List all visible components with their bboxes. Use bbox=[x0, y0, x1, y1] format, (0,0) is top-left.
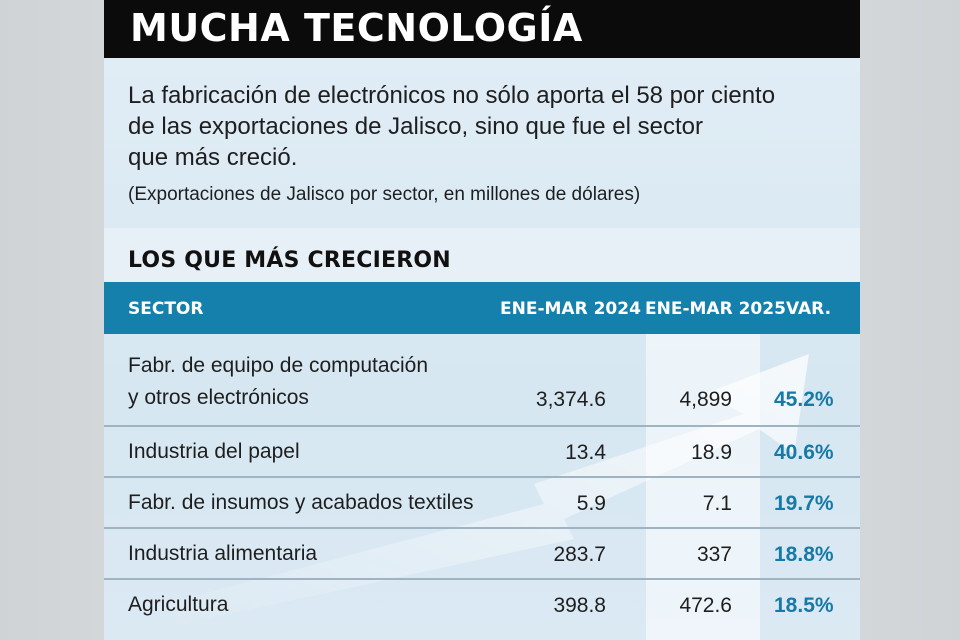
sector-name: Fabr. de equipo de computación y otros e… bbox=[128, 350, 428, 414]
intro-line: La fabricación de electrónicos no sólo a… bbox=[128, 82, 776, 109]
sector-line: Fabr. de equipo de computación bbox=[128, 354, 429, 377]
value-2024: 398.8 bbox=[553, 594, 606, 617]
table-row: Industria del papel 13.4 18.9 40.6% bbox=[104, 427, 860, 477]
value-2024: 283.7 bbox=[553, 543, 606, 566]
row-divider bbox=[104, 527, 860, 529]
growth-arrow-icon bbox=[164, 354, 809, 624]
table-row: Fabr. de equipo de computación y otros e… bbox=[104, 346, 860, 426]
sector-name: Industria del papel bbox=[128, 440, 300, 463]
variation: 40.6% bbox=[774, 441, 834, 464]
row-divider bbox=[104, 425, 860, 427]
infographic-card: MUCHA TECNOLOGÍA La fabricación de elect… bbox=[104, 0, 860, 640]
sector-name: Fabr. de insumos y acabados textiles bbox=[128, 491, 474, 514]
value-2024: 13.4 bbox=[565, 441, 606, 464]
header-2024: ENE-MAR 2024 bbox=[500, 299, 641, 319]
value-2025: 4,899 bbox=[679, 388, 732, 411]
header-2025: ENE-MAR 2025 bbox=[645, 299, 786, 319]
intro-line: que más creció. bbox=[128, 144, 298, 171]
sector-line: y otros electrónicos bbox=[128, 386, 309, 409]
value-2025: 7.1 bbox=[702, 492, 732, 515]
value-2025: 18.9 bbox=[691, 441, 732, 464]
value-2025: 337 bbox=[696, 543, 732, 566]
table-row: Fabr. de insumos y acabados textiles 5.9… bbox=[104, 478, 860, 528]
table-row: Agricultura 398.8 472.6 18.5% bbox=[104, 580, 860, 636]
value-2024: 3,374.6 bbox=[535, 388, 606, 411]
variation: 18.8% bbox=[774, 543, 834, 566]
intro-text: La fabricación de electrónicos no sólo a… bbox=[128, 80, 848, 173]
table-header: SECTOR ENE-MAR 2024 ENE-MAR 2025 VAR. bbox=[104, 282, 860, 334]
section-title: LOS QUE MÁS CRECIERON bbox=[128, 248, 451, 273]
table-row: Industria alimentaria 283.7 337 18.8% bbox=[104, 529, 860, 579]
header-var: VAR. bbox=[786, 299, 832, 319]
page-title: MUCHA TECNOLOGÍA bbox=[130, 6, 583, 50]
header-sector: SECTOR bbox=[128, 299, 204, 319]
variation: 19.7% bbox=[774, 492, 834, 515]
variation: 18.5% bbox=[774, 594, 834, 617]
sector-name: Agricultura bbox=[128, 593, 229, 616]
section-band bbox=[104, 228, 860, 282]
value-2024: 5.9 bbox=[576, 492, 606, 515]
variation: 45.2% bbox=[774, 388, 834, 411]
sector-name: Industria alimentaria bbox=[128, 542, 318, 565]
row-divider bbox=[104, 578, 860, 580]
intro-line: de las exportaciones de Jalisco, sino qu… bbox=[128, 113, 704, 140]
unit-note: (Exportaciones de Jalisco por sector, en… bbox=[128, 184, 641, 205]
row-divider bbox=[104, 476, 860, 478]
value-2025: 472.6 bbox=[679, 594, 732, 617]
title-bar: MUCHA TECNOLOGÍA bbox=[104, 0, 860, 58]
